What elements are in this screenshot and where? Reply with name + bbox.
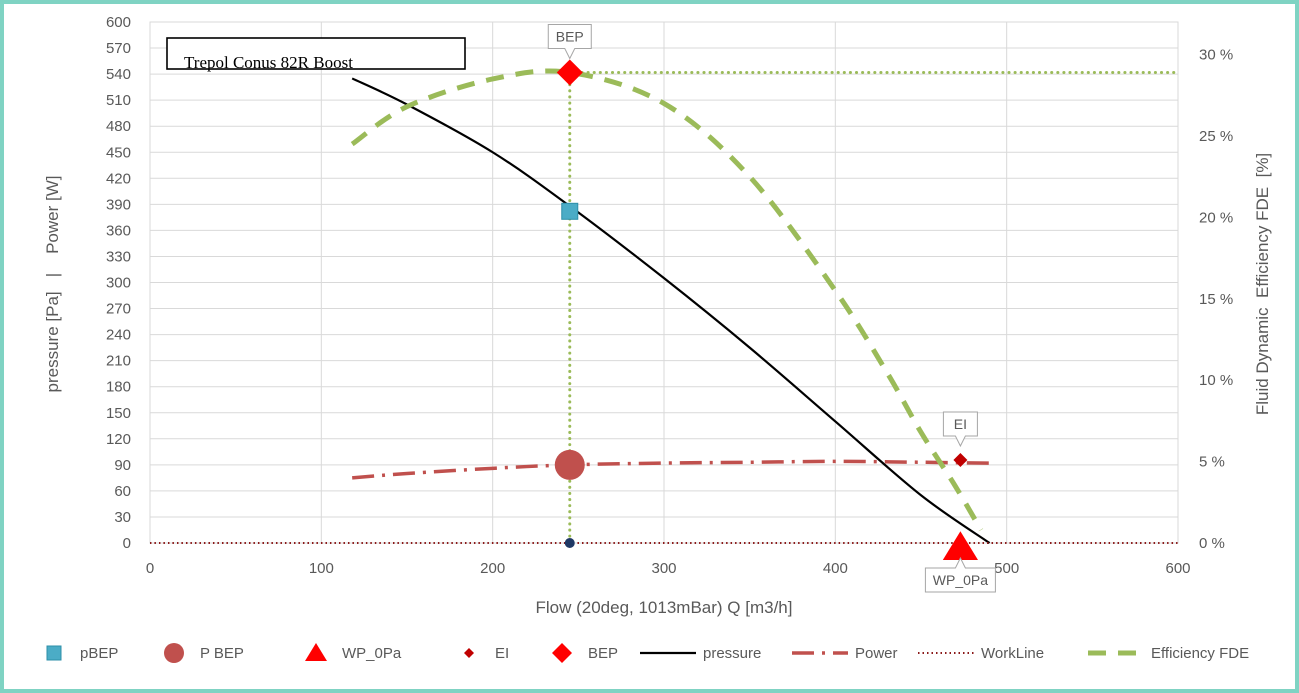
series-lines [149,68,1180,545]
legend-swatch [464,648,474,658]
legend-item-p-bep: P BEP [164,643,244,663]
x-tick-label: 300 [651,560,676,577]
x-tick-label: 500 [994,560,1019,577]
legend-label: Power [855,645,898,662]
y-tick-label: 570 [106,40,131,57]
y2-tick-label: 20 % [1199,209,1233,226]
x-tick-label: 0 [146,560,154,577]
axes: 0 100 200 300 400 500 600 0 30 60 90 120 150 180 210 24… [106,14,1233,577]
chart-title-box: Trepol Conus 82R Boost [166,37,466,72]
y-tick-label: 60 [114,483,131,500]
y-tick-label: 420 [106,170,131,187]
legend-label: EI [495,645,509,662]
x-tick-label: 600 [1165,560,1190,577]
markers [554,59,979,560]
legend-swatch [552,643,572,663]
y-tick-label: 90 [114,457,131,474]
y-tick-label: 330 [106,248,131,265]
callout-label: WP_0Pa [933,572,988,588]
y-tick-label: 0 [123,535,131,552]
y2-tick-label: 30 % [1199,47,1233,64]
legend-swatch [164,643,184,663]
legend-swatch [305,643,327,661]
marker-pbep [561,202,579,220]
y2-tick-label: 15 % [1199,291,1233,308]
callout-label: BEP [556,28,584,44]
chart-canvas: 0 100 200 300 400 500 600 0 30 60 90 120 150 180 210 24… [43,14,1272,663]
legend-label: P BEP [200,645,244,662]
y-tick-label: 300 [106,275,131,292]
legend-swatch [46,645,62,661]
y-tick-label: 120 [106,431,131,448]
y2-tick-label: 10 % [1199,372,1233,389]
x-tick-label: 200 [480,560,505,577]
legend-item-ei: EI [464,645,509,662]
y-tick-label: 30 [114,509,131,526]
y2-axis-title: Fluid Dynamic Efficiency FDE [%] [1253,153,1272,415]
callout-box [942,411,978,448]
y-tick-label: 360 [106,222,131,239]
marker-ei [953,452,968,467]
legend-label: pressure [703,645,761,662]
legend-label: pBEP [80,645,118,662]
y2-tick-label: 25 % [1199,128,1233,145]
y-tick-label: 150 [106,405,131,422]
callout-box [924,556,996,593]
legend-item-wp-0pa: WP_0Pa [305,643,402,662]
y2-tick-label: 0 % [1199,535,1225,552]
y-axis-title: pressure [Pa] | Power [W] [43,176,62,393]
y-tick-label: 510 [106,92,131,109]
y-tick-label: 240 [106,327,131,344]
legend-item-efficiency-fde: Efficiency FDE [1088,645,1249,662]
legend-label: WorkLine [981,645,1044,662]
y-tick-label: 600 [106,14,131,31]
legend-label: WP_0Pa [342,645,402,662]
chart-title: Trepol Conus 82R Boost [184,53,353,72]
callouts: BEP EI WP_0Pa [547,23,996,593]
y-tick-label: 390 [106,196,131,213]
bep-baseline-dot [564,538,575,548]
y-tick-label: 270 [106,301,131,318]
marker-p-bep [554,449,585,480]
legend-item-workline: WorkLine [918,645,1044,662]
legend: pBEP P BEP WP_0Pa EI BEP pressure Power WorkLin… [46,643,1249,663]
callout-bep: BEP [547,23,592,60]
grid-lines [149,21,1179,544]
x-tick-label: 100 [309,560,334,577]
y-tick-label: 450 [106,144,131,161]
series-line-pressure [351,77,991,544]
x-axis-title: Flow (20deg, 1013mBar) Q [m3/h] [535,598,792,617]
y-tick-label: 180 [106,379,131,396]
callout-box [547,23,592,60]
legend-item-pressure: pressure [640,645,761,662]
marker-bep [556,59,583,86]
y-tick-label: 480 [106,118,131,135]
y2-tick-label: 5 % [1199,454,1225,471]
y-tick-label: 210 [106,353,131,370]
callout-ei: EI [942,411,978,448]
legend-item-bep: BEP [552,643,618,663]
marker-wp_0pa [942,531,979,560]
legend-item-pbep: pBEP [46,645,118,662]
x-tick-label: 400 [823,560,848,577]
legend-label: BEP [588,645,618,662]
callout-label: EI [954,416,967,432]
series-line-efficiency-fde [350,68,984,532]
legend-item-power: Power [792,645,898,662]
series-line-power [352,459,990,480]
callout-wp-0pa: WP_0Pa [924,556,996,593]
y-tick-label: 540 [106,66,131,83]
legend-label: Efficiency FDE [1151,645,1249,662]
